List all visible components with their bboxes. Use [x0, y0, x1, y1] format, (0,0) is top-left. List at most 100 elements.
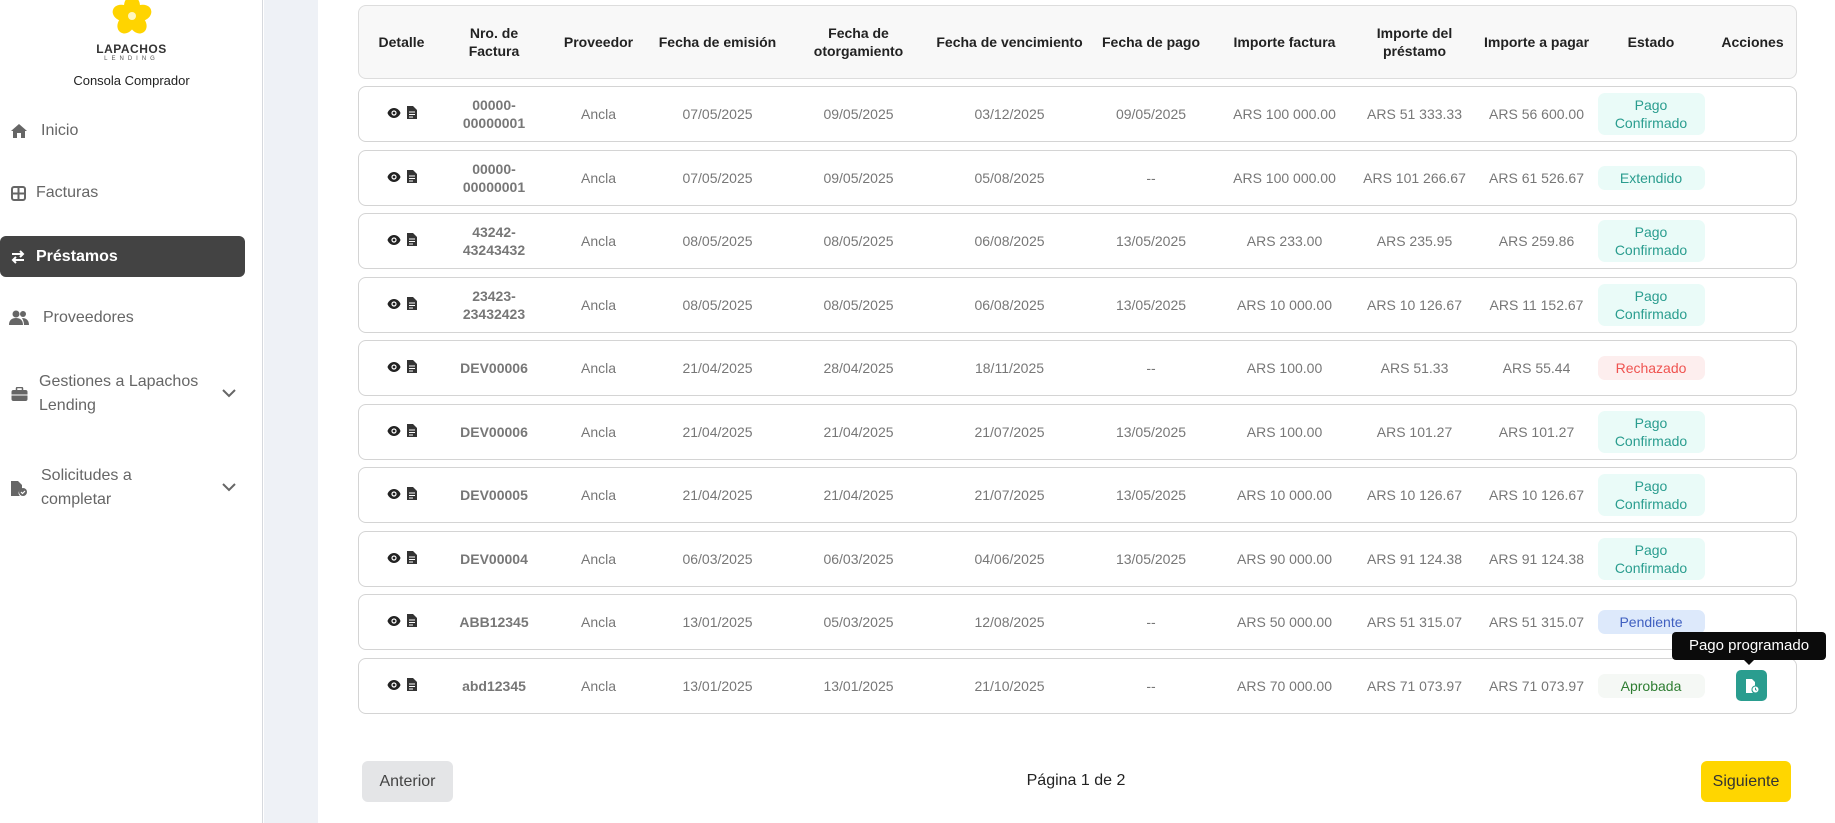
eye-icon[interactable]	[387, 423, 401, 441]
document-icon[interactable]	[406, 359, 417, 377]
document-icon[interactable]	[406, 169, 417, 187]
due-date: 18/11/2025	[974, 360, 1045, 376]
column-header: Importe a pagar	[1483, 34, 1590, 50]
invoice-number: abd12345	[462, 677, 526, 694]
invoice-amount: ARS 10 000.00	[1237, 296, 1332, 313]
provider: Ancla	[580, 423, 617, 440]
invoice-amount: ARS 100 000.00	[1233, 169, 1336, 186]
payment-date: --	[1146, 677, 1156, 694]
sidebar-item-label: Préstamos	[36, 247, 118, 265]
issue-date: 13/01/2025	[682, 614, 753, 630]
issue-date: 07/05/2025	[682, 169, 753, 186]
eye-icon[interactable]	[387, 105, 401, 123]
grant-date: 28/04/2025	[823, 360, 894, 376]
sidebar-item-label: Proveedores	[43, 309, 134, 326]
detail-actions	[359, 232, 444, 250]
table-row: 43242- 43243432 Ancla 08/05/2025 08/05/2025 0…	[358, 213, 1797, 269]
status-badge: Pago Confirmado	[1597, 283, 1705, 326]
due-date: 06/08/2025	[974, 296, 1045, 313]
amount-to-pay: ARS 91 124.38	[1489, 550, 1584, 567]
eye-icon[interactable]	[387, 359, 401, 377]
table-header: Detalle Nro. de Factura Proveedor Fecha de …	[358, 5, 1797, 79]
detail-actions	[359, 296, 444, 314]
column-header: Importe del préstamo	[1376, 25, 1453, 59]
amount-to-pay: ARS 259.86	[1498, 233, 1575, 249]
loan-amount: ARS 71 073.97	[1367, 677, 1462, 694]
sidebar-item-prestamos[interactable]: Préstamos	[0, 236, 245, 277]
grant-date: 21/04/2025	[823, 487, 894, 503]
issue-date: 06/03/2025	[682, 550, 753, 567]
detail-actions	[359, 486, 444, 504]
status-badge: Pendiente	[1597, 610, 1705, 634]
document-icon[interactable]	[406, 105, 417, 123]
sidebar-item-solicitudes[interactable]: Solicitudes a completar	[0, 464, 245, 512]
grant-date: 09/05/2025	[823, 106, 894, 122]
invoice-number: DEV00004	[460, 550, 528, 567]
detail-actions	[359, 105, 444, 123]
status-badge: Pago Confirmado	[1597, 410, 1705, 453]
previous-page-button[interactable]: Anterior	[362, 761, 453, 802]
sidebar: LAPACHOS LENDING Consola Comprador Inici…	[0, 0, 263, 823]
provider: Ancla	[580, 360, 617, 376]
eye-icon[interactable]	[387, 296, 401, 314]
provider: Ancla	[580, 550, 617, 567]
due-date: 21/10/2025	[974, 677, 1045, 694]
status-badge: Extendido	[1597, 165, 1705, 190]
column-header: Fecha de otorgamiento	[813, 25, 904, 59]
payment-date: 13/05/2025	[1115, 550, 1187, 567]
column-header: Detalle	[378, 34, 425, 50]
issue-date: 08/05/2025	[682, 233, 753, 249]
chevron-down-icon[interactable]	[222, 382, 236, 406]
invoice-amount: ARS 50 000.00	[1237, 614, 1332, 630]
invoice-amount: ARS 100.00	[1246, 360, 1323, 376]
sidebar-item-label: Inicio	[41, 122, 79, 139]
invoice-amount: ARS 100 000.00	[1233, 106, 1336, 122]
document-icon[interactable]	[406, 613, 417, 631]
due-date: 21/07/2025	[974, 487, 1045, 503]
payment-date: 13/05/2025	[1115, 423, 1187, 440]
table-row: DEV00004 Ancla 06/03/2025 06/03/2025 04/06/2…	[358, 530, 1797, 587]
amount-to-pay: ARS 61 526.67	[1489, 169, 1584, 186]
file-clock-icon	[1745, 678, 1759, 693]
sidebar-item-proveedores[interactable]: Proveedores	[0, 305, 245, 331]
table-row: DEV00006 Ancla 21/04/2025 21/04/2025 21/07/2…	[358, 403, 1797, 460]
invoice-number: 43242- 43243432	[462, 224, 526, 258]
invoice-number: ABB12345	[459, 614, 529, 630]
provider: Ancla	[580, 487, 617, 503]
grant-date: 06/03/2025	[823, 550, 894, 567]
schedule-payment-button[interactable]	[1736, 670, 1767, 701]
eye-icon[interactable]	[387, 486, 401, 504]
amount-to-pay: ARS 71 073.97	[1489, 677, 1584, 694]
amount-to-pay: ARS 51 315.07	[1489, 614, 1584, 630]
grant-date: 05/03/2025	[823, 614, 894, 630]
chevron-down-icon[interactable]	[222, 476, 236, 500]
document-icon[interactable]	[406, 550, 417, 568]
document-icon[interactable]	[406, 296, 417, 314]
eye-icon[interactable]	[387, 169, 401, 187]
issue-date: 21/04/2025	[682, 360, 753, 376]
loan-amount: ARS 101.27	[1376, 423, 1453, 440]
document-icon[interactable]	[406, 486, 417, 504]
eye-icon[interactable]	[387, 677, 401, 695]
grant-date: 13/01/2025	[823, 677, 894, 694]
actions-cell	[1707, 670, 1798, 701]
document-icon[interactable]	[406, 232, 417, 250]
invoice-amount: ARS 70 000.00	[1237, 677, 1332, 694]
loan-amount: ARS 51 315.07	[1367, 614, 1462, 630]
loan-amount: ARS 10 126.67	[1367, 296, 1462, 313]
invoice-amount: ARS 10 000.00	[1237, 487, 1332, 503]
status-badge: Pago Confirmado	[1597, 537, 1705, 580]
document-icon[interactable]	[406, 423, 417, 441]
eye-icon[interactable]	[387, 232, 401, 250]
sidebar-item-inicio[interactable]: Inicio	[0, 118, 245, 144]
document-icon[interactable]	[406, 677, 417, 695]
eye-icon[interactable]	[387, 613, 401, 631]
eye-icon[interactable]	[387, 550, 401, 568]
sidebar-item-gestiones[interactable]: Gestiones a Lapachos Lending	[0, 370, 245, 418]
due-date: 04/06/2025	[974, 550, 1045, 567]
loan-amount: ARS 51 333.33	[1367, 106, 1462, 122]
sidebar-item-facturas[interactable]: Facturas	[0, 180, 245, 206]
payment-date: 09/05/2025	[1115, 106, 1187, 122]
next-page-button[interactable]: Siguiente	[1701, 761, 1791, 802]
provider: Ancla	[580, 677, 617, 694]
